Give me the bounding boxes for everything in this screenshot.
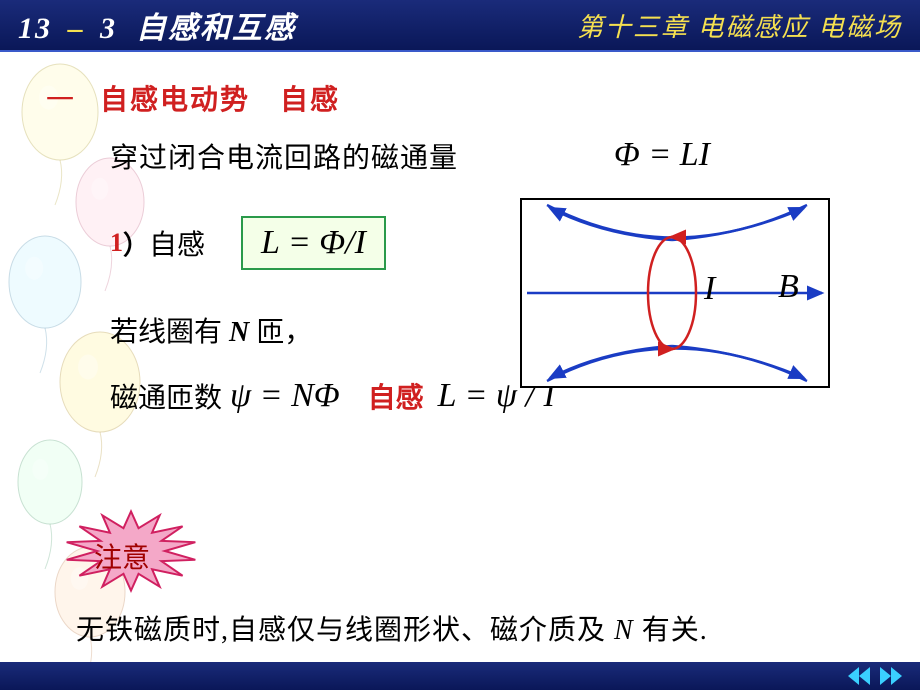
sub1-paren: ） bbox=[123, 225, 149, 262]
flux-line: 穿过闭合电流回路的磁通量 bbox=[110, 136, 880, 176]
diagram-B-label: B⃗ bbox=[778, 268, 825, 306]
header-left: 13 – 3 自感和互感 bbox=[18, 3, 577, 47]
chapter-title: 第十三章 电磁感应 电磁场 bbox=[577, 7, 902, 44]
note-N: N bbox=[614, 615, 634, 646]
turns-N: N bbox=[229, 317, 249, 348]
slide-body: 一 自感电动势 自感 穿过闭合电流回路的磁通量 Φ = LI 1 ） 自感 L … bbox=[0, 52, 920, 662]
turns-pre: 若线圈有 bbox=[110, 317, 222, 348]
field-diagram: I B⃗ bbox=[520, 198, 830, 388]
attention-label: 注意 bbox=[94, 536, 150, 576]
slide-header: 13 – 3 自感和互感 第十三章 电磁感应 电磁场 bbox=[0, 0, 920, 52]
linkage-label: 磁通匝数 bbox=[110, 376, 222, 416]
content: 一 自感电动势 自感 穿过闭合电流回路的磁通量 Φ = LI 1 ） 自感 L … bbox=[46, 78, 880, 416]
eq-flux: Φ = LI bbox=[614, 136, 710, 174]
section-index: 一 bbox=[46, 78, 74, 118]
eq-linkage: ψ = NΦ bbox=[230, 377, 340, 415]
sub1-num: 1 bbox=[110, 228, 123, 258]
prev-slide-button[interactable] bbox=[848, 667, 870, 685]
section-heading-row: 一 自感电动势 自感 bbox=[46, 78, 880, 118]
dash-icon: – bbox=[68, 12, 85, 45]
sub1-label: 自感 bbox=[149, 223, 205, 263]
inductance-label: 自感 bbox=[368, 376, 424, 416]
eq-self-inductance: L = Φ/I bbox=[241, 216, 386, 270]
subsection-number: 3 bbox=[100, 12, 117, 45]
section-number: 13 bbox=[18, 12, 52, 45]
next-slide-button[interactable] bbox=[880, 667, 902, 685]
section-title: 自感电动势 自感 bbox=[100, 78, 340, 118]
diagram-I-label: I bbox=[704, 270, 715, 308]
slide-footer bbox=[0, 662, 920, 690]
note-pre: 无铁磁质时,自感仅与线圈形状、磁介质及 bbox=[76, 615, 606, 646]
note-post: 有关. bbox=[642, 615, 708, 646]
note-line: 无铁磁质时,自感仅与线圈形状、磁介质及 N 有关. bbox=[76, 608, 708, 648]
turns-post: 匝， bbox=[256, 317, 312, 348]
slide-title: 自感和互感 bbox=[136, 12, 296, 45]
